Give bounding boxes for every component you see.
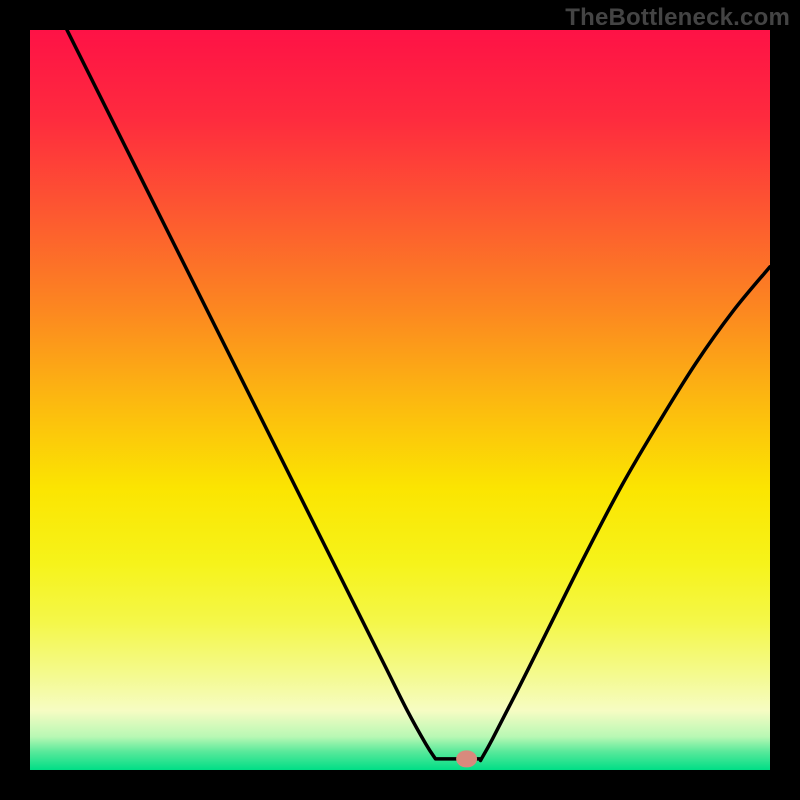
outer-frame: TheBottleneck.com [0,0,800,800]
optimum-marker [457,751,477,767]
watermark-text: TheBottleneck.com [565,4,790,32]
gradient-background [30,30,770,770]
chart-area [30,30,770,770]
chart-svg [30,30,770,770]
